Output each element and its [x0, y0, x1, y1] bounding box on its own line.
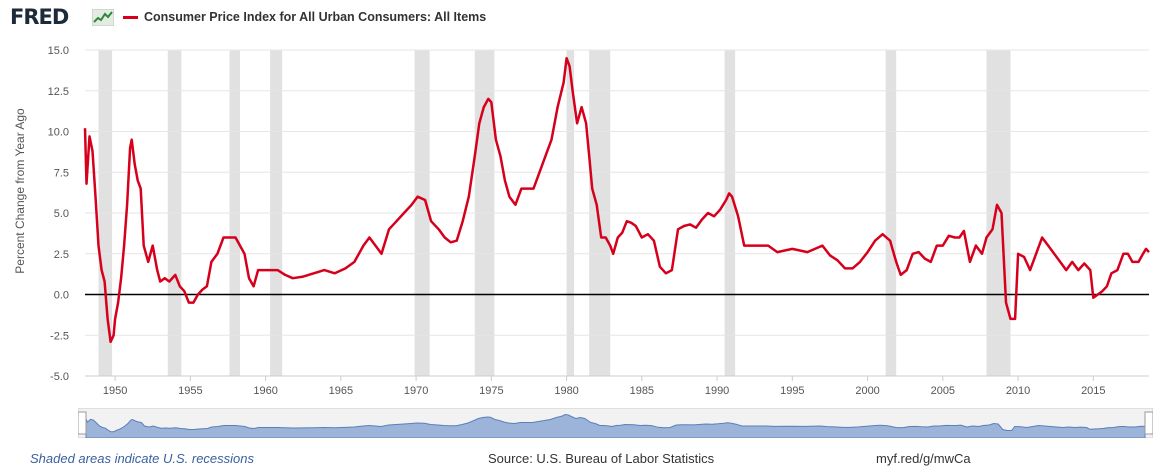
x-tick-label: 1985: [630, 385, 654, 397]
x-tick-label: 1960: [253, 385, 277, 397]
x-tick-label: 1955: [178, 385, 202, 397]
fred-logo[interactable]: FRED: [10, 5, 69, 29]
x-axis-ticks: 1950 1955 1960 1965 1970 1975 1980 1985 1990 1995…: [85, 375, 1149, 397]
x-tick-label: 1970: [404, 385, 428, 397]
source-note[interactable]: Source: U.S. Bureau of Labor Statistics: [488, 451, 715, 466]
y-tick-label: 15.0: [48, 45, 69, 57]
y-tick-label: -5.0: [50, 371, 69, 383]
x-tick-label: 1995: [780, 385, 804, 397]
series-legend-swatch: [123, 16, 138, 19]
navigator-left-handle[interactable]: [78, 411, 87, 435]
y-tick-label: 2.5: [54, 249, 69, 261]
x-tick-label: 2015: [1081, 385, 1105, 397]
x-tick-label: 1965: [329, 385, 353, 397]
short-link[interactable]: myf.red/g/mwCa: [876, 451, 971, 466]
x-tick-label: 2010: [1006, 385, 1030, 397]
x-tick-label: 1975: [479, 385, 503, 397]
y-tick-label: 12.5: [48, 86, 69, 98]
fred-logo-graph-icon: [92, 9, 114, 26]
x-tick-label: 2005: [931, 385, 955, 397]
y-tick-label: -2.5: [50, 330, 69, 342]
time-range-navigator[interactable]: [78, 408, 1153, 438]
navigator-series-area: [85, 413, 1146, 438]
y-tick-label: 0.0: [54, 290, 69, 302]
series-line-0: [83, 56, 1150, 344]
x-tick-label: 1990: [705, 385, 729, 397]
x-tick-label: 1980: [554, 385, 578, 397]
x-tick-label: 1950: [103, 385, 127, 397]
series-layer: [83, 56, 1150, 344]
line-chart[interactable]: -5.0-2.50.02.55.07.510.012.515.0 1950 195…: [0, 36, 1168, 408]
y-tick-label: 7.5: [54, 167, 69, 179]
x-tick-label: 2000: [855, 385, 879, 397]
chart-title[interactable]: Consumer Price Index for All Urban Consu…: [144, 10, 487, 24]
navigator-right-handle[interactable]: [1144, 411, 1153, 435]
y-axis-label: Percent Change from Year Ago: [13, 108, 27, 274]
recession-note: Shaded areas indicate U.S. recessions: [30, 451, 255, 466]
y-axis-ticks: -5.0 -2.5 0.0 2.5 5.0 7.5 10.0 12.5 15.0: [48, 45, 69, 383]
y-tick-label: 5.0: [54, 208, 69, 220]
chart-header: FRED Consumer Price Index for All Urban …: [0, 0, 1168, 36]
y-tick-label: 10.0: [48, 127, 69, 139]
